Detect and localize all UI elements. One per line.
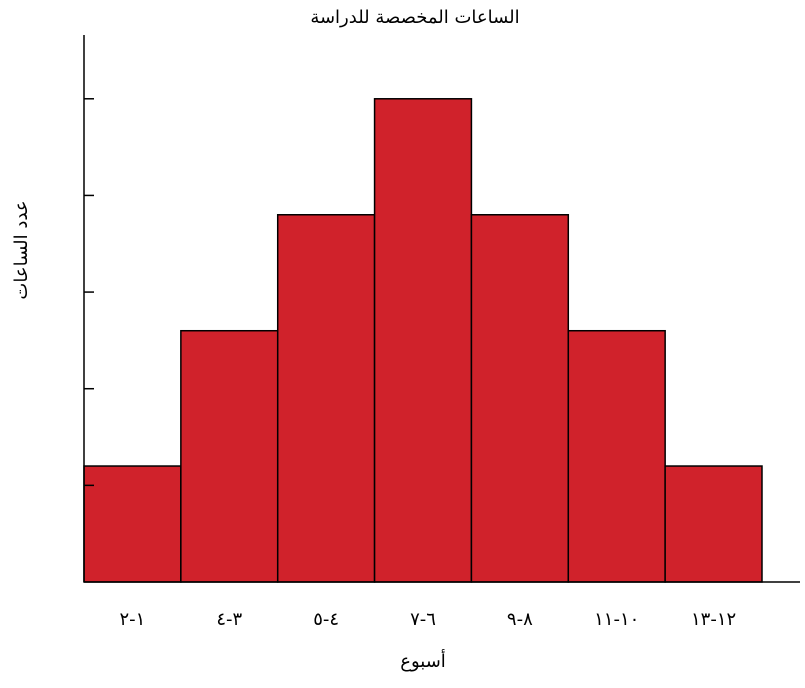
- bar: [567, 329, 666, 583]
- x-tick-label: ١٠-١١: [594, 609, 639, 630]
- bar: [373, 98, 473, 583]
- bar: [664, 465, 763, 583]
- x-tick-label: ١-٢: [120, 609, 146, 630]
- y-axis-label: عدد الساعات: [11, 200, 32, 299]
- bar: [276, 214, 376, 583]
- x-tick-label: ٨-٩: [507, 609, 533, 630]
- bar: [470, 214, 570, 583]
- bar: [83, 465, 182, 583]
- x-tick-label: ٤-٥: [313, 609, 339, 630]
- chart-title: الساعات المخصصة للدراسة: [310, 7, 519, 28]
- x-tick-label: ٣-٤: [216, 609, 242, 630]
- x-axis-label: أسبوع: [400, 649, 446, 672]
- x-tick-label: ٦-٧: [410, 609, 436, 630]
- x-tick-label: ١٢-١٣: [691, 609, 736, 630]
- bar: [180, 329, 279, 583]
